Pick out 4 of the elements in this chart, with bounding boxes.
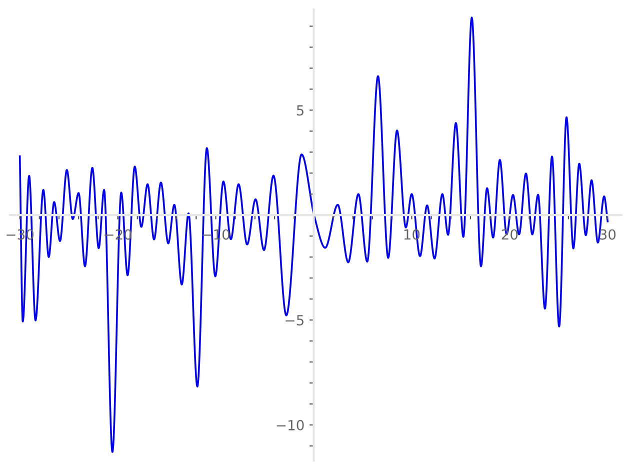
y-tick-label: −5 bbox=[286, 315, 304, 326]
x-tick-label: 20 bbox=[502, 229, 518, 240]
y-tick-label: 5 bbox=[296, 105, 304, 116]
y-tick-label: −10 bbox=[276, 420, 304, 430]
